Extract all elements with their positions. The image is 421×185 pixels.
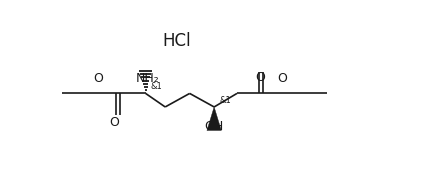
Polygon shape [207,107,221,130]
Text: HCl: HCl [163,32,191,50]
Text: O: O [278,72,288,85]
Text: &1: &1 [151,82,163,91]
Text: O: O [110,116,120,129]
Text: O: O [93,72,103,85]
Text: OH: OH [205,120,224,133]
Text: NH₂: NH₂ [136,72,159,85]
Text: &1: &1 [219,96,231,105]
Text: O: O [255,71,265,84]
